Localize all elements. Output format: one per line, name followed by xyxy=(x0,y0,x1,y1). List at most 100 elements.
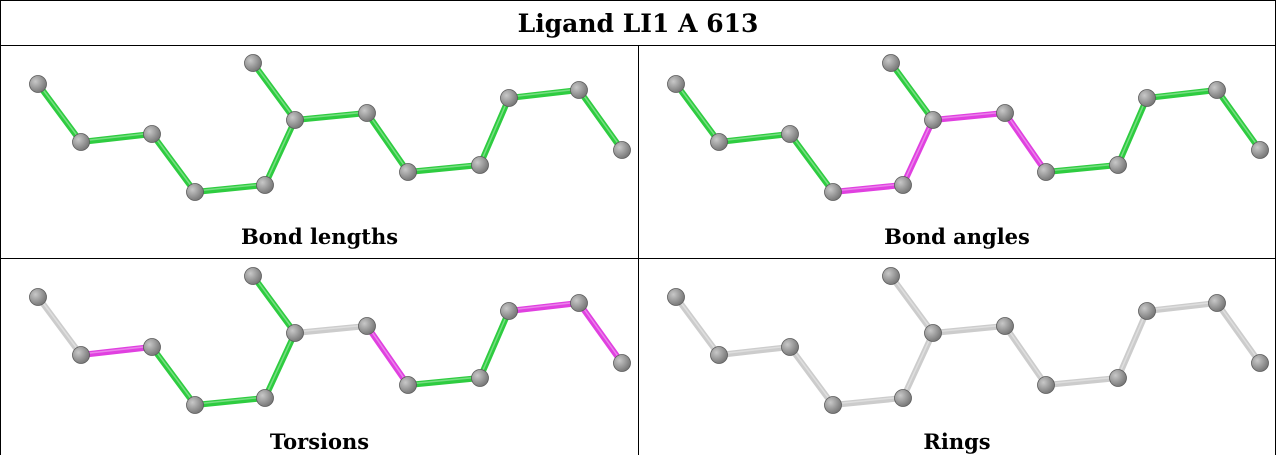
panel-bond-lengths: Bond lengths xyxy=(1,46,638,258)
bond-none xyxy=(900,330,936,401)
bond-highlight xyxy=(902,331,934,398)
bond-highlight xyxy=(294,111,368,120)
atom xyxy=(399,376,417,394)
bond-ok xyxy=(250,60,298,123)
atom xyxy=(471,369,489,387)
bond-outlier xyxy=(506,300,582,314)
bond-ok xyxy=(477,95,512,168)
bond-none xyxy=(716,344,793,358)
bond-highlight xyxy=(508,301,580,311)
bond-highlight xyxy=(1004,324,1047,385)
bond-ok xyxy=(506,87,582,101)
atom xyxy=(781,125,799,143)
atom xyxy=(894,176,912,194)
bond-highlight xyxy=(1216,301,1261,363)
atom xyxy=(358,104,376,122)
bond-none xyxy=(888,273,936,336)
bond-highlight xyxy=(252,61,296,120)
atom xyxy=(824,396,842,414)
atom xyxy=(29,288,47,306)
bond-none xyxy=(1043,375,1121,388)
atom xyxy=(924,111,942,129)
bond-highlight xyxy=(932,324,1006,333)
atom xyxy=(286,111,304,129)
atom xyxy=(667,75,685,93)
bond-ok xyxy=(192,395,268,408)
bond-highlight xyxy=(194,183,266,192)
bond-highlight xyxy=(890,274,934,333)
atom xyxy=(399,163,417,181)
panel-bond-angles: Bond angles xyxy=(639,46,1275,258)
bond-ok xyxy=(192,182,268,195)
atom xyxy=(710,346,728,364)
bond-highlight xyxy=(294,324,368,333)
atom xyxy=(471,156,489,174)
bond-highlight xyxy=(37,82,82,142)
atom xyxy=(1109,156,1127,174)
bond-ok xyxy=(262,330,298,401)
border-top xyxy=(0,0,1276,1)
bond-highlight xyxy=(1146,301,1218,311)
atom xyxy=(1208,81,1226,99)
molecule-diagram xyxy=(667,267,1269,414)
atom xyxy=(1208,294,1226,312)
bond-highlight xyxy=(479,96,510,165)
bond-none xyxy=(292,323,370,336)
bond-highlight xyxy=(508,88,580,98)
bond-none xyxy=(1002,323,1049,388)
bond-highlight xyxy=(718,345,791,355)
bond-highlight xyxy=(252,274,296,333)
molecule-diagram xyxy=(667,54,1269,201)
bond-none xyxy=(787,344,836,408)
panel-label: Rings xyxy=(923,429,991,454)
atom xyxy=(500,89,518,107)
bond-highlight xyxy=(578,88,623,150)
bond-ok xyxy=(576,87,625,153)
bond-ok xyxy=(1043,162,1121,175)
atom xyxy=(143,125,161,143)
atom xyxy=(186,396,204,414)
bond-ok xyxy=(787,131,836,195)
atom xyxy=(72,346,90,364)
bond-none xyxy=(35,294,84,358)
bond-highlight xyxy=(1146,88,1218,98)
bond-highlight xyxy=(407,376,481,385)
bond-highlight xyxy=(675,82,720,142)
bond-ok xyxy=(1214,87,1263,153)
atom xyxy=(613,354,631,372)
bond-highlight xyxy=(1004,111,1047,172)
panel-label: Bond angles xyxy=(884,224,1030,249)
atom xyxy=(710,133,728,151)
atom xyxy=(1251,354,1269,372)
bond-ok xyxy=(35,81,84,145)
atom xyxy=(358,317,376,335)
panel-torsions: Torsions xyxy=(1,259,638,455)
atom xyxy=(996,317,1014,335)
bond-highlight xyxy=(718,132,791,142)
bond-none xyxy=(1214,300,1263,366)
bond-none xyxy=(830,395,906,408)
atom xyxy=(570,81,588,99)
atom xyxy=(1037,376,1055,394)
atom xyxy=(1037,163,1055,181)
bond-highlight xyxy=(578,301,623,363)
atom xyxy=(996,104,1014,122)
atom xyxy=(256,176,274,194)
atom xyxy=(824,183,842,201)
bond-highlight xyxy=(832,183,904,192)
molecule-diagram xyxy=(29,54,631,201)
atom xyxy=(570,294,588,312)
bond-highlight xyxy=(1045,376,1119,385)
atom xyxy=(256,389,274,407)
bond-none xyxy=(930,323,1008,336)
bond-none xyxy=(1144,300,1220,314)
atom xyxy=(894,389,912,407)
bond-ok xyxy=(1144,87,1220,101)
bond-ok xyxy=(1115,95,1150,168)
bond-outlier xyxy=(900,117,936,188)
bond-ok xyxy=(250,273,298,336)
bond-highlight xyxy=(151,345,196,405)
bond-ok xyxy=(888,60,936,123)
molecule-diagram xyxy=(29,267,631,414)
